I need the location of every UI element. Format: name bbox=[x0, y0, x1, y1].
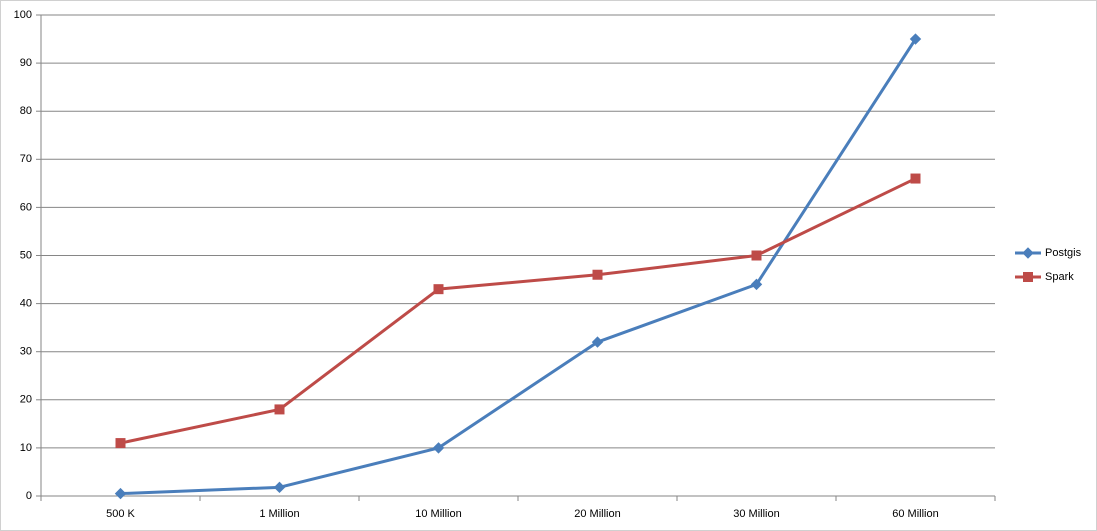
data-point bbox=[273, 481, 286, 494]
data-point bbox=[909, 33, 922, 45]
y-tick-label: 40 bbox=[20, 298, 32, 310]
y-tick-label: 50 bbox=[20, 249, 32, 261]
x-tick-label: 60 Million bbox=[892, 508, 938, 520]
legend-marker bbox=[1022, 247, 1034, 259]
y-tick-label: 60 bbox=[20, 201, 32, 213]
y-tick-label: 100 bbox=[14, 9, 32, 21]
data-point bbox=[432, 442, 445, 454]
x-tick-label: 500 K bbox=[106, 508, 135, 520]
y-tick-label: 80 bbox=[20, 105, 32, 117]
y-tick-label: 70 bbox=[20, 153, 32, 165]
series-line bbox=[120, 177, 917, 445]
x-tick-label: 10 Million bbox=[415, 508, 461, 520]
y-tick-label: 30 bbox=[20, 346, 32, 358]
data-point bbox=[274, 404, 285, 415]
y-tick-label: 90 bbox=[20, 57, 32, 69]
x-tick-label: 1 Million bbox=[259, 508, 299, 520]
legend-marker bbox=[1023, 272, 1033, 282]
y-tick-label: 20 bbox=[20, 394, 32, 406]
legend-label: Spark bbox=[1045, 271, 1074, 283]
data-point bbox=[433, 284, 444, 295]
data-point bbox=[115, 438, 126, 449]
data-point bbox=[910, 173, 921, 184]
data-point bbox=[750, 278, 763, 291]
y-tick-label: 0 bbox=[26, 490, 32, 502]
data-point bbox=[591, 336, 604, 348]
legend-label: Postgis bbox=[1045, 247, 1082, 259]
data-point bbox=[114, 487, 127, 500]
data-point bbox=[592, 269, 603, 280]
y-tick-label: 10 bbox=[20, 442, 32, 454]
x-tick-label: 30 Million bbox=[733, 508, 779, 520]
data-point bbox=[751, 250, 762, 261]
x-tick-label: 20 Million bbox=[574, 508, 620, 520]
